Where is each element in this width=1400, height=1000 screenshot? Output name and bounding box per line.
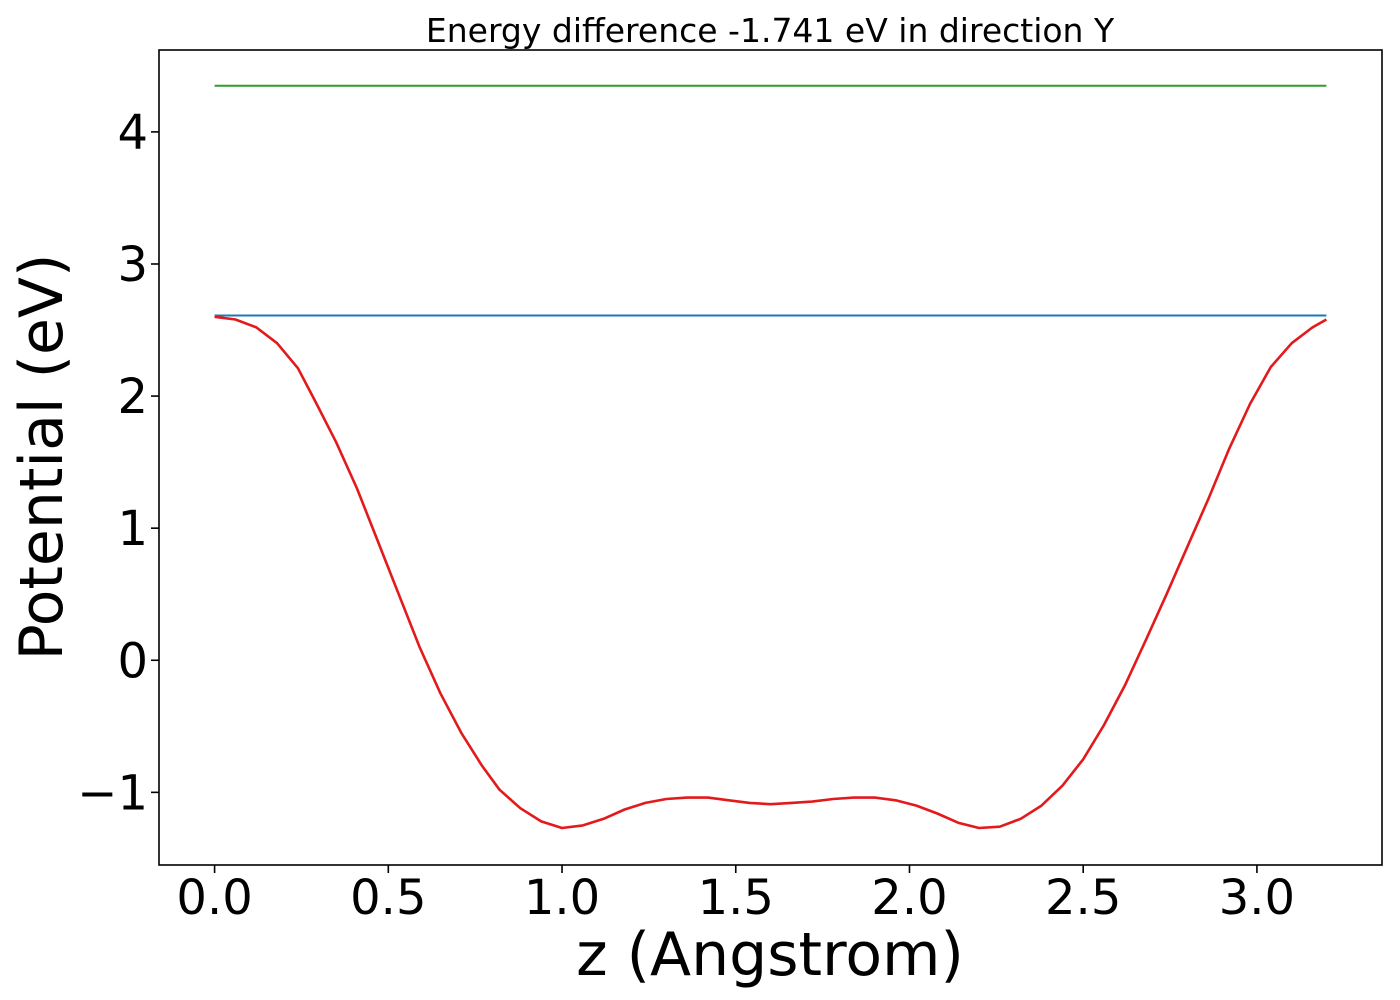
- y-tick-label: 2: [117, 369, 148, 425]
- y-tick-label: 4: [117, 105, 148, 161]
- y-tick-label: 0: [117, 633, 148, 689]
- y-tick-label: 1: [117, 501, 148, 557]
- x-tick-label: 0.0: [176, 870, 252, 926]
- y-tick-label: −1: [77, 765, 148, 821]
- chart-title: Energy difference -1.741 eV in direction…: [426, 11, 1115, 50]
- y-axis-label: Potential (eV): [7, 254, 77, 661]
- x-tick-label: 1.0: [524, 870, 600, 926]
- series-line-potential: [214, 315, 1328, 830]
- x-tick-label: 3.0: [1219, 870, 1295, 926]
- x-axis-label: z (Angstrom): [576, 920, 964, 990]
- y-axis: −1 0 1 2 3 4: [77, 105, 159, 821]
- x-tick-label: 0.5: [350, 870, 426, 926]
- x-tick-label: 2.0: [871, 870, 947, 926]
- x-tick-label: 2.5: [1045, 870, 1121, 926]
- x-tick-label: 1.5: [698, 870, 774, 926]
- x-axis: 0.0 0.5 1.0 1.5 2.0 2.5 3.0: [176, 865, 1295, 926]
- y-tick-label: 3: [117, 237, 148, 293]
- series-layer: [214, 84, 1328, 830]
- plot-area-frame: [158, 49, 1383, 866]
